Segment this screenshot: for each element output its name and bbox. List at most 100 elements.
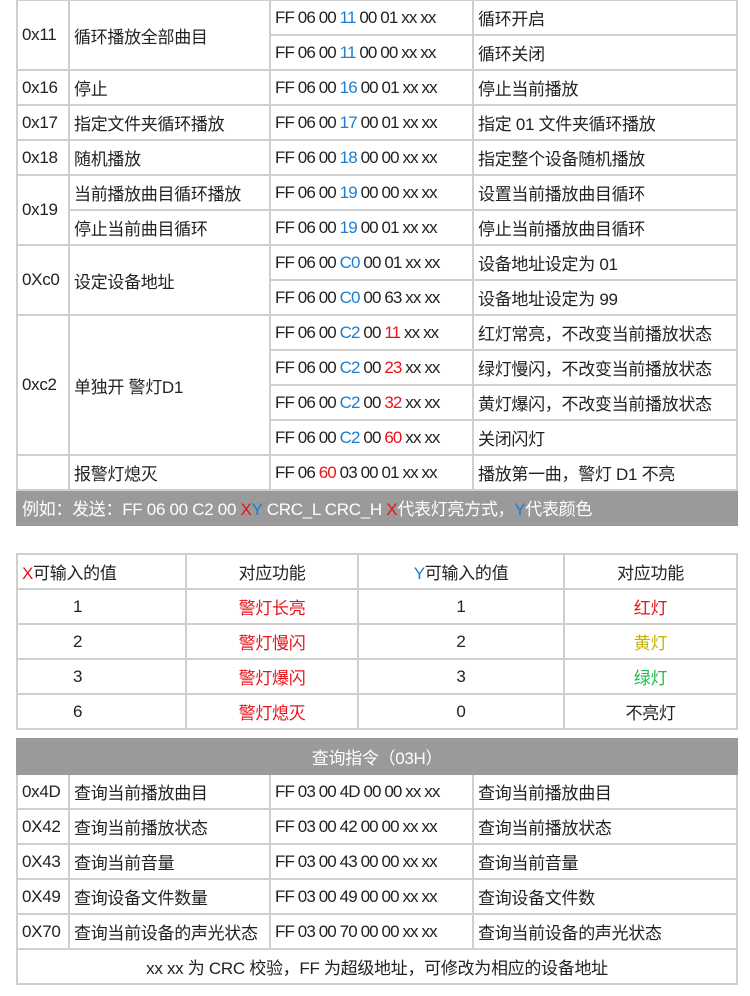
x-function: 警灯熄灭 [185, 693, 359, 730]
x-value: 1 [16, 588, 187, 625]
x-function: 警灯慢闪 [185, 623, 359, 660]
text-segment: 代表灯亮方式， [397, 500, 515, 519]
y-value: 3 [357, 658, 565, 695]
command-hex: FF 06 60 03 00 01 xx xx [269, 454, 474, 491]
text-segment: 00 00 xx xx [356, 182, 438, 202]
text-segment: X [240, 500, 252, 519]
text-segment: 32 [384, 392, 402, 412]
command-description: 指定整个设备随机播放 [472, 139, 738, 176]
y-value: 2 [357, 623, 565, 660]
text-segment: X [22, 564, 34, 583]
table-row: 0x16 停止 FF 06 00 16 00 01 xx xx 停止当前播放 [16, 69, 738, 106]
text-segment: xx xx [401, 392, 440, 412]
command-hex: FF 06 00 C0 00 01 xx xx [269, 244, 474, 281]
text-segment: 00 01 xx xx [356, 112, 438, 132]
text-segment: 代表颜色 [525, 500, 593, 519]
table-row: 3 警灯爆闪 3 绿灯 [16, 658, 738, 695]
text-segment: 18 [339, 147, 358, 167]
text-segment: 00 01 xx xx [356, 217, 438, 237]
command-hex: FF 06 00 C2 00 32 xx xx [269, 384, 474, 421]
command-description: 绿灯慢闪，不改变当前播放状态 [472, 349, 738, 386]
table-row: 停止当前曲目循环 FF 06 00 19 00 01 xx xx 停止当前播放曲目循… [17, 209, 738, 246]
y-function: 不亮灯 [563, 693, 738, 730]
command-name: 设定设备地址 [68, 244, 271, 316]
command-name: 随机播放 [68, 139, 271, 176]
command-hex: FF 06 00 11 00 01 xx xx [269, 0, 474, 36]
command-description: 播放第一曲，警灯 D1 不亮 [472, 454, 738, 491]
table-row: 2 警灯慢闪 2 黄灯 [16, 623, 738, 660]
table-row: 0Xc0 设定设备地址 FF 06 00 C0 00 01 xx xx 设备地址设定为… [16, 244, 738, 316]
text-segment: FF 06 00 [275, 7, 340, 27]
command-code: 0xc2 [16, 314, 70, 456]
table-row: 0xc2 单独开 警灯D1 FF 06 00 C2 00 11 xx xx 红灯常亮，… [16, 314, 738, 456]
command-name: 查询设备文件数量 [68, 878, 271, 915]
command-hex: FF 06 00 C2 00 60 xx xx [269, 419, 474, 456]
text-segment: C0 [339, 287, 361, 307]
table-row: 0X43 查询当前音量 FF 03 00 43 00 00 xx xx 查询当前音量 [16, 843, 738, 880]
table-row: 查询指令（03H） [16, 738, 738, 775]
text-segment: 11 [339, 42, 357, 62]
command-description: 设置当前播放曲目循环 [472, 174, 738, 211]
command-hex: FF 03 00 4D 00 00 xx xx [269, 773, 474, 810]
query-command-table: 查询指令（03H） 0x4D 查询当前播放曲目 FF 03 00 4D 00 00 x… [16, 738, 738, 985]
command-hex: FF 06 00 11 00 00 xx xx [269, 34, 474, 71]
command-description: 红灯常亮，不改变当前播放状态 [472, 314, 738, 351]
text-segment: 16 [339, 77, 358, 97]
text-segment: 00 00 xx xx [356, 147, 438, 167]
text-segment: FF 06 00 [275, 42, 340, 62]
command-description: 查询当前播放状态 [472, 808, 738, 845]
table-row: FF 06 00 11 00 00 xx xx 循环关闭 [17, 34, 738, 71]
command-name: 停止 [68, 69, 271, 106]
text-segment: 00 00 xx xx [355, 42, 436, 62]
command-description: 查询设备文件数 [472, 878, 738, 915]
command-hex: FF 06 00 19 00 00 xx xx [269, 174, 474, 211]
text-segment: 17 [339, 112, 358, 132]
y-function: 红灯 [563, 588, 738, 625]
table-row: FF 06 00 C0 00 63 xx xx 设备地址设定为 99 [17, 279, 738, 316]
query-section-title: 查询指令（03H） [16, 738, 738, 775]
text-segment: CRC_L CRC_H [262, 500, 387, 519]
text-segment: 03 00 01 xx xx [335, 462, 438, 482]
command-name: 单独开 警灯D1 [68, 314, 271, 456]
command-code: 0Xc0 [16, 244, 70, 316]
command-hex: FF 06 00 19 00 01 xx xx [269, 209, 474, 246]
table-row: 0x17 指定文件夹循环播放 FF 06 00 17 00 01 xx xx 指定 0… [16, 104, 738, 141]
command-code: 0X70 [16, 913, 70, 950]
text-segment: C2 [339, 392, 361, 412]
text-segment: 11 [384, 322, 401, 342]
command-code: 0x17 [16, 104, 70, 141]
text-segment: xx xx [400, 322, 439, 342]
text-segment: Y [413, 564, 425, 583]
command-code: 0x11 [16, 0, 70, 71]
command-hex: FF 06 00 C2 00 11 xx xx [269, 314, 474, 351]
command-name: 查询当前播放曲目 [68, 773, 271, 810]
text-segment: 00 [359, 322, 385, 342]
x-value: 3 [16, 658, 187, 695]
table-row: FF 06 00 C2 00 60 xx xx 关闭闪灯 [17, 419, 738, 456]
y-value: 0 [357, 693, 565, 730]
table-row: FF 06 00 C2 00 32 xx xx 黄灯爆闪，不改变当前播放状态 [17, 384, 738, 421]
text-segment: C2 [339, 322, 361, 342]
text-segment: 可输入的值 [33, 564, 117, 583]
text-segment: FF 06 00 [275, 252, 340, 272]
footer-note: xx xx 为 CRC 校验，FF 为超级地址，可修改为相应的设备地址 [16, 948, 738, 985]
command-name: 查询当前设备的声光状态 [68, 913, 271, 950]
command-name: 当前播放曲目循环播放 [68, 174, 271, 211]
text-segment: FF 06 [275, 462, 319, 482]
text-segment: 00 [359, 392, 385, 412]
x-function: 警灯爆闪 [185, 658, 359, 695]
xy-value-table: X可输入的值 对应功能 Y可输入的值 对应功能 1 警灯长亮 1 红灯 2 警灯慢闪 2 黄灯 3 警灯爆… [16, 553, 738, 730]
table-row: 6 警灯熄灭 0 不亮灯 [16, 693, 738, 730]
command-hex: FF 03 00 49 00 00 xx xx [269, 878, 474, 915]
text-segment: 对应功能 [617, 564, 684, 583]
text-segment: 00 [359, 427, 385, 447]
table-row: 1 警灯长亮 1 红灯 [16, 588, 738, 625]
command-code: 0x19 [16, 174, 70, 246]
xy-header: 对应功能 [185, 553, 359, 590]
text-segment: xx xx [401, 427, 440, 447]
table-row: FF 06 00 C2 00 23 xx xx 绿灯慢闪，不改变当前播放状态 [17, 349, 738, 386]
command-description: 查询当前播放曲目 [472, 773, 738, 810]
xy-header: 对应功能 [563, 553, 738, 590]
command-hex: FF 03 00 70 00 00 xx xx [269, 913, 474, 950]
table-row: 0x19 当前播放曲目循环播放 FF 06 00 19 00 00 xx xx 设置当… [16, 174, 738, 246]
